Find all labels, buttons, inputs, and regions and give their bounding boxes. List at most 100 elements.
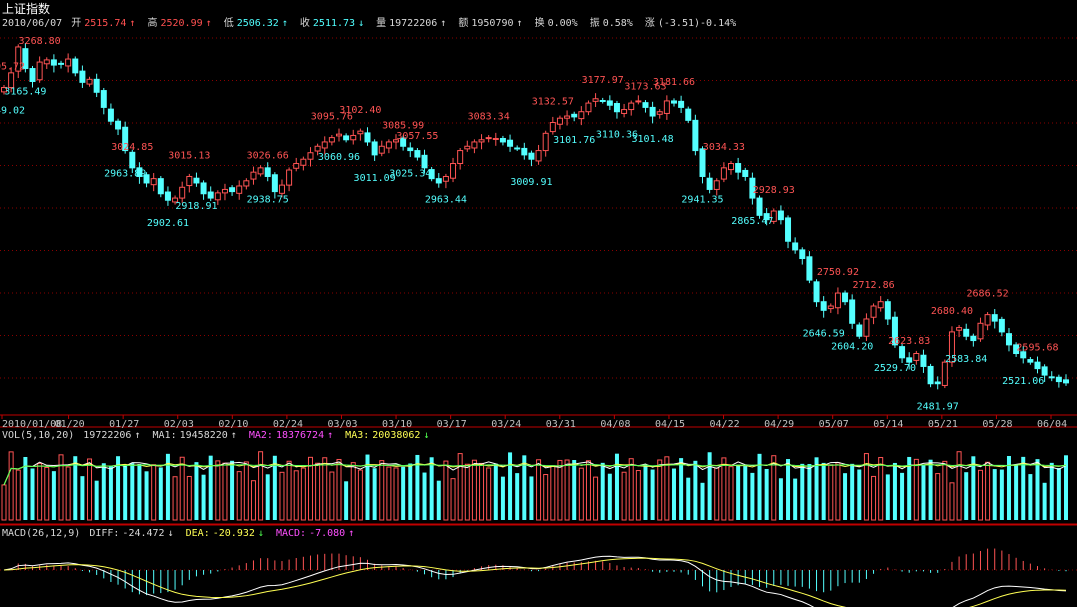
candle-body bbox=[699, 148, 706, 177]
volume-bar bbox=[401, 466, 406, 520]
candle-body bbox=[150, 178, 157, 186]
candle-body bbox=[585, 102, 592, 113]
volume-bar bbox=[222, 462, 228, 521]
candle-body bbox=[564, 115, 571, 119]
quote-turnover: 换 0.00% bbox=[534, 18, 578, 29]
price-label-high: 2928.93 bbox=[753, 185, 795, 196]
volume-bar bbox=[515, 473, 520, 520]
volume-bar bbox=[757, 453, 762, 520]
quote-close: 收 2511.73 ↓ bbox=[299, 18, 365, 29]
vol-value: 19722206 ↑ bbox=[83, 430, 141, 441]
candle-body bbox=[877, 301, 884, 309]
volume-bar bbox=[700, 482, 705, 520]
candle-body bbox=[956, 327, 963, 331]
volume-bar bbox=[921, 464, 926, 520]
candle-body bbox=[79, 70, 86, 83]
volume-bar bbox=[172, 476, 178, 521]
volume-bar bbox=[144, 471, 149, 520]
volume-bar bbox=[236, 471, 242, 521]
volume-bar bbox=[1042, 482, 1047, 520]
candle-body bbox=[50, 59, 57, 66]
candle-body bbox=[891, 316, 898, 346]
volume-bar bbox=[272, 455, 277, 520]
candle-body bbox=[528, 152, 535, 160]
volume-bar bbox=[657, 459, 663, 521]
candle-body bbox=[1055, 376, 1062, 383]
candle-body bbox=[785, 217, 792, 242]
candle-body bbox=[770, 210, 777, 222]
candle-body bbox=[300, 158, 307, 166]
price-label-low: 2941.35 bbox=[681, 194, 723, 205]
volume-bar bbox=[37, 462, 43, 521]
volume-bar bbox=[500, 476, 505, 520]
candle-body bbox=[1041, 366, 1048, 376]
candle-body bbox=[542, 132, 549, 152]
candle-body bbox=[58, 62, 65, 65]
candle-body bbox=[670, 100, 677, 104]
candle-body bbox=[385, 141, 392, 149]
x-tick-label: 01/27 bbox=[109, 419, 139, 430]
candle-body bbox=[649, 106, 656, 117]
price-label-low: 3060.96 bbox=[318, 152, 360, 163]
candle-body bbox=[998, 318, 1005, 333]
candle-body bbox=[635, 100, 642, 103]
candle-body bbox=[856, 324, 863, 337]
volume-indicator-bar: VOL(5,10,20) 19722206 ↑ MA1: 19458220 ↑ MA2… bbox=[2, 430, 435, 441]
candle-body bbox=[656, 111, 663, 115]
price-label-low: 2938.75 bbox=[247, 194, 289, 205]
volume-bar bbox=[258, 451, 264, 521]
volume-bar bbox=[186, 475, 192, 521]
price-label-high: 3268.80 bbox=[19, 36, 61, 47]
volume-bar bbox=[80, 476, 85, 520]
volume-bar bbox=[365, 454, 370, 520]
candle-body bbox=[236, 185, 243, 194]
price-label-low: 2865.47 bbox=[731, 216, 773, 227]
x-tick-label: 2010/01/08 bbox=[2, 419, 62, 430]
candle-body bbox=[842, 292, 849, 303]
candle-body bbox=[371, 141, 378, 156]
price-label-low: 2583.84 bbox=[945, 354, 987, 365]
candle-body bbox=[15, 46, 22, 72]
volume-bar bbox=[1035, 459, 1040, 520]
macd-dea: DEA: -20.932 ↓ bbox=[185, 528, 264, 539]
price-label-high: 2623.83 bbox=[888, 336, 930, 347]
volume-bar bbox=[892, 462, 897, 520]
price-label-low: 2963.89 bbox=[104, 169, 146, 180]
candle-body bbox=[514, 147, 521, 150]
volume-bar bbox=[607, 473, 612, 520]
volume-bar bbox=[408, 463, 413, 520]
candle-body bbox=[471, 141, 478, 149]
x-tick-label: 05/28 bbox=[982, 419, 1012, 430]
candle-body bbox=[1034, 361, 1041, 370]
volume-bar bbox=[999, 469, 1004, 520]
volume-bar bbox=[130, 463, 135, 520]
candle-body bbox=[906, 357, 913, 363]
vol-name: VOL(5,10,20) bbox=[2, 430, 75, 441]
volume-bar bbox=[935, 473, 941, 521]
price-label-high: 3177.97 bbox=[582, 75, 624, 86]
candle-body bbox=[335, 133, 342, 137]
candle-body bbox=[136, 167, 143, 177]
price-label-low: 2918.91 bbox=[175, 201, 217, 212]
x-tick-label: 01/20 bbox=[55, 419, 85, 430]
volume-bar bbox=[457, 453, 463, 521]
candle-body bbox=[1013, 344, 1020, 355]
candle-body bbox=[172, 197, 179, 203]
candle-body bbox=[948, 331, 955, 363]
vol-ma2: MA2: 18376724 ↑ bbox=[248, 430, 334, 441]
candle-body bbox=[621, 109, 628, 114]
candle-body bbox=[628, 102, 635, 111]
x-tick-label: 05/14 bbox=[873, 419, 903, 430]
candle-body bbox=[692, 119, 699, 152]
x-tick-label: 03/31 bbox=[546, 419, 576, 430]
candle-body bbox=[442, 175, 449, 182]
candle-body bbox=[207, 191, 214, 199]
candle-body bbox=[464, 145, 471, 150]
x-tick-label: 03/03 bbox=[327, 419, 357, 430]
candle-body bbox=[328, 137, 335, 143]
candle-body bbox=[663, 100, 670, 114]
volume-bar bbox=[201, 474, 206, 520]
volume-bar bbox=[949, 482, 955, 521]
candle-body bbox=[478, 139, 485, 143]
